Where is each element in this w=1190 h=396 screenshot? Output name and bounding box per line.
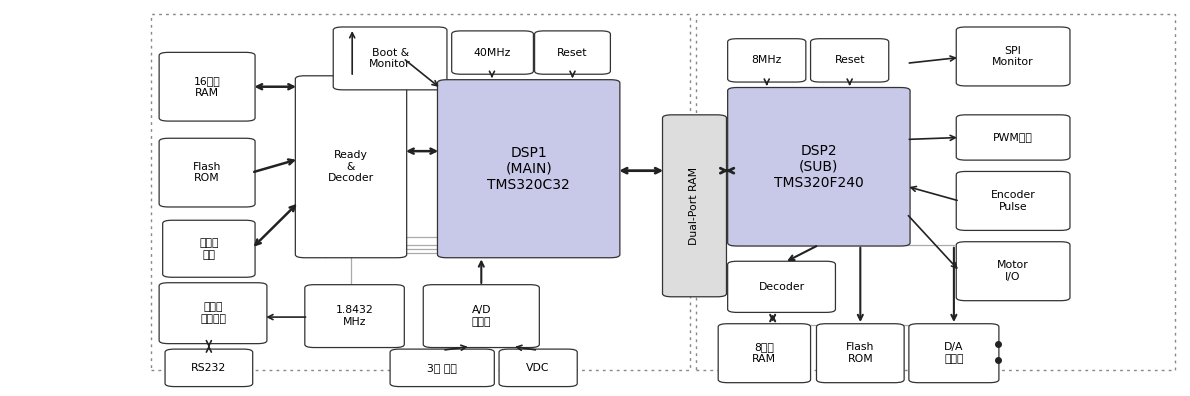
Text: 40MHz: 40MHz	[474, 48, 512, 57]
FancyBboxPatch shape	[499, 349, 577, 386]
FancyBboxPatch shape	[534, 31, 610, 74]
Text: 1.8432
MHz: 1.8432 MHz	[336, 305, 374, 327]
FancyBboxPatch shape	[390, 349, 494, 386]
FancyBboxPatch shape	[727, 39, 806, 82]
FancyBboxPatch shape	[909, 324, 998, 383]
Text: Motor
I/O: Motor I/O	[997, 261, 1029, 282]
FancyBboxPatch shape	[727, 261, 835, 312]
Text: 8MHz: 8MHz	[752, 55, 782, 65]
Text: Flash
ROM: Flash ROM	[846, 343, 875, 364]
FancyBboxPatch shape	[165, 349, 252, 386]
FancyBboxPatch shape	[957, 27, 1070, 86]
FancyBboxPatch shape	[305, 285, 405, 348]
FancyBboxPatch shape	[719, 324, 810, 383]
Text: 8비트
RAM: 8비트 RAM	[752, 343, 776, 364]
FancyBboxPatch shape	[333, 27, 447, 90]
Text: Boot &
Monitor: Boot & Monitor	[369, 48, 411, 69]
Text: 입출력
보드: 입출력 보드	[199, 238, 219, 259]
Text: PWM신호: PWM신호	[994, 133, 1033, 143]
Text: SPI
Monitor: SPI Monitor	[992, 46, 1034, 67]
Text: 3상 전류: 3상 전류	[427, 363, 457, 373]
Text: Reset: Reset	[834, 55, 865, 65]
FancyBboxPatch shape	[957, 171, 1070, 230]
FancyBboxPatch shape	[159, 283, 267, 344]
Text: RS232: RS232	[192, 363, 226, 373]
Text: DSP1
(MAIN)
TMS320C32: DSP1 (MAIN) TMS320C32	[487, 145, 570, 192]
FancyBboxPatch shape	[159, 52, 255, 121]
FancyBboxPatch shape	[295, 76, 407, 258]
FancyBboxPatch shape	[957, 242, 1070, 301]
Text: Flash
ROM: Flash ROM	[193, 162, 221, 183]
FancyBboxPatch shape	[663, 115, 726, 297]
FancyBboxPatch shape	[727, 88, 910, 246]
FancyBboxPatch shape	[163, 220, 255, 277]
Text: 16비트
RAM: 16비트 RAM	[194, 76, 220, 97]
FancyBboxPatch shape	[159, 138, 255, 207]
Text: Encoder
Pulse: Encoder Pulse	[991, 190, 1035, 212]
Text: DSP2
(SUB)
TMS320F240: DSP2 (SUB) TMS320F240	[774, 144, 864, 190]
Text: Decoder: Decoder	[758, 282, 804, 292]
FancyBboxPatch shape	[438, 80, 620, 258]
FancyBboxPatch shape	[816, 324, 904, 383]
FancyBboxPatch shape	[424, 285, 539, 348]
Text: A/D
변환기: A/D 변환기	[471, 305, 491, 327]
Text: 시동기
직렬통신: 시동기 직렬통신	[200, 303, 226, 324]
Text: Reset: Reset	[557, 48, 588, 57]
Text: VDC: VDC	[526, 363, 550, 373]
FancyBboxPatch shape	[810, 39, 889, 82]
FancyBboxPatch shape	[452, 31, 533, 74]
FancyBboxPatch shape	[957, 115, 1070, 160]
Text: Ready
&
Decoder: Ready & Decoder	[328, 150, 374, 183]
Text: D/A
변환기: D/A 변환기	[944, 343, 964, 364]
Text: Dual-Port RAM: Dual-Port RAM	[689, 167, 700, 245]
